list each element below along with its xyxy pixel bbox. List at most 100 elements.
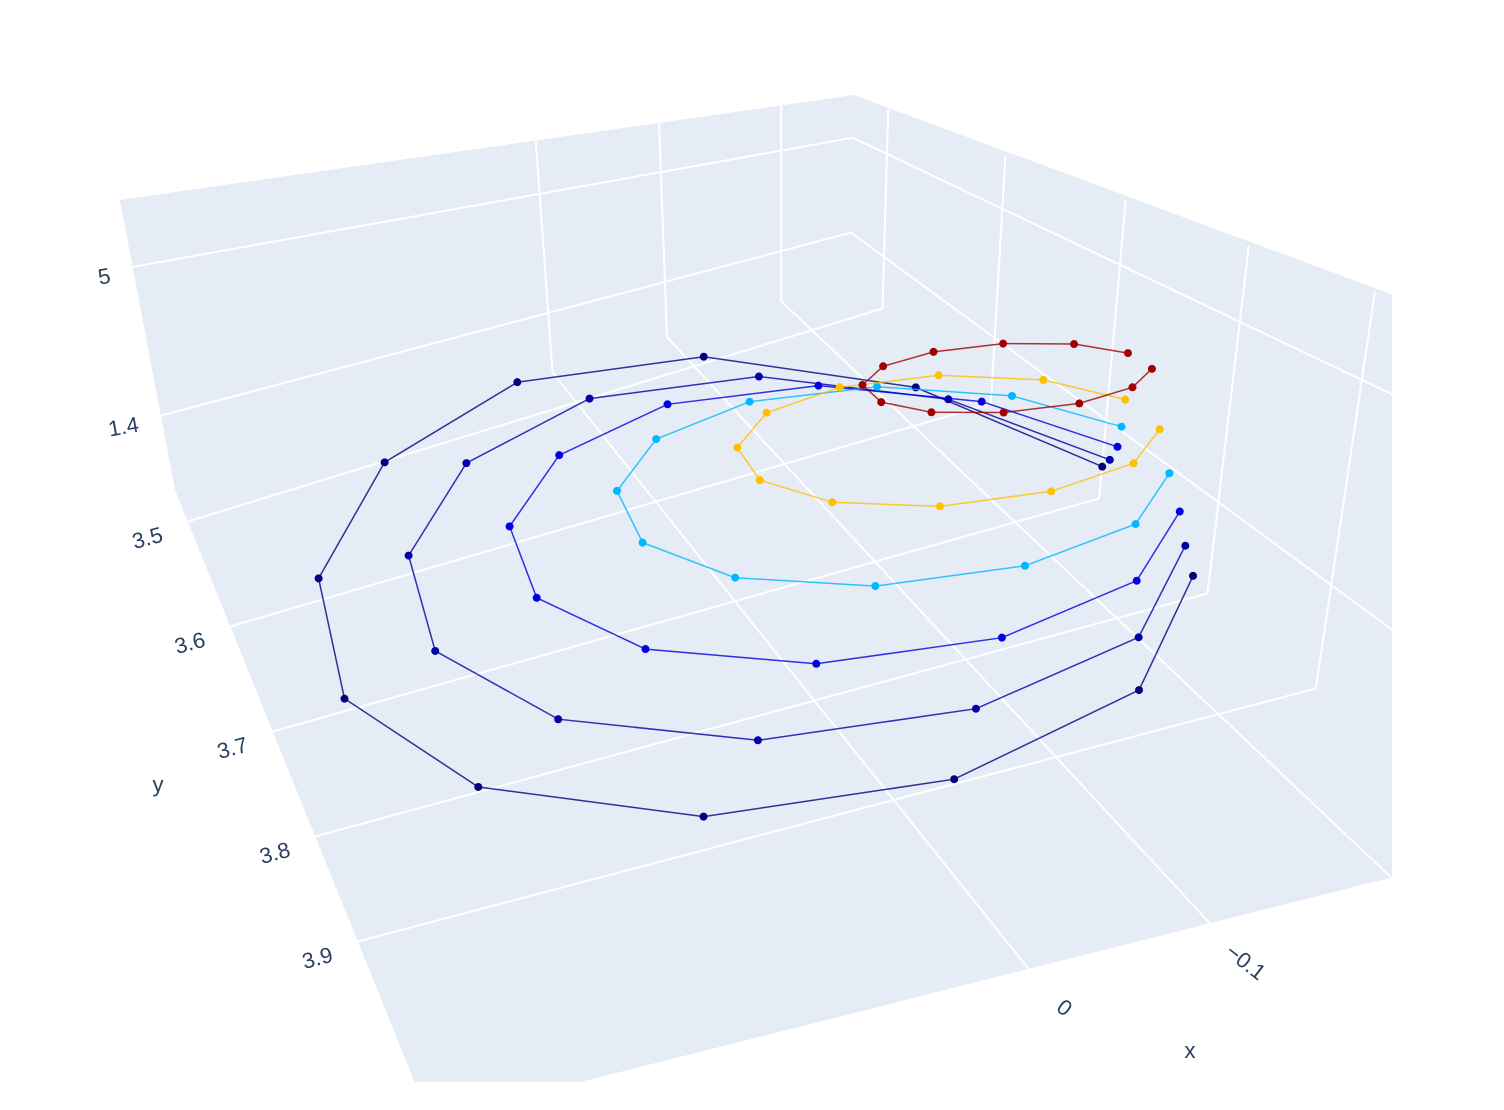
y-tick-label: 3.5 (129, 522, 165, 554)
x-axis-title: x (1185, 1038, 1196, 1063)
point (1129, 459, 1138, 468)
point (532, 593, 541, 602)
x-tick-label: −0.1 (1221, 939, 1271, 985)
grid-line (1314, 291, 1376, 689)
point (934, 371, 943, 380)
trace-line (508, 384, 1181, 665)
point (1181, 541, 1190, 550)
grid-line (229, 402, 992, 628)
point (944, 395, 953, 404)
point (858, 380, 867, 389)
point (731, 573, 740, 582)
point (1155, 425, 1164, 434)
grid-line (187, 307, 883, 523)
point (1098, 462, 1107, 471)
point (641, 645, 650, 654)
z-tick-label: 5 (96, 263, 112, 290)
point (1020, 561, 1029, 570)
point (314, 574, 323, 583)
trace-line (407, 375, 1186, 742)
point (340, 694, 349, 703)
point (431, 646, 440, 655)
point (733, 443, 742, 452)
point (877, 398, 886, 407)
point (950, 775, 959, 784)
point (474, 782, 483, 791)
point (613, 486, 622, 495)
point (1123, 349, 1132, 358)
scene: 0 −0.1 − 3.5 3.6 3.7 3.8 3.9 1.4 5 (96, 95, 1392, 1082)
grid-line (357, 687, 1317, 943)
point (404, 551, 413, 560)
grid-line (534, 141, 554, 373)
point (1117, 422, 1126, 431)
point (812, 659, 821, 668)
point (929, 347, 938, 356)
point (828, 498, 837, 507)
point (755, 476, 764, 485)
point (1105, 455, 1114, 464)
point (814, 381, 823, 390)
point (1070, 340, 1079, 349)
point (753, 736, 762, 745)
point (652, 435, 661, 444)
point (585, 394, 594, 403)
point (762, 408, 771, 417)
grid-line (881, 108, 890, 309)
grid-line (666, 336, 1211, 924)
trace-line (317, 355, 1194, 818)
back-wall (119, 95, 854, 490)
point (1121, 395, 1130, 404)
point (1175, 507, 1184, 516)
grid-line (1206, 246, 1250, 594)
point (380, 458, 389, 467)
floor (175, 280, 1392, 1082)
z-tick-label: 1.4 (106, 412, 140, 442)
grid-line (989, 154, 1007, 404)
point (462, 459, 471, 468)
point (754, 372, 763, 381)
point (1147, 364, 1156, 373)
grid-line (658, 123, 668, 337)
trace-line (861, 342, 1153, 414)
point (1039, 375, 1048, 384)
point (999, 408, 1008, 417)
point (1134, 686, 1143, 695)
y-tick-label: 3.8 (257, 837, 293, 869)
x-tick-label: 0 (1052, 994, 1077, 1021)
point (1189, 571, 1198, 580)
grid-line (272, 497, 1100, 733)
y-tick-label: 3.7 (214, 732, 250, 764)
grid-line (852, 136, 1392, 396)
point (699, 352, 708, 361)
point (873, 382, 882, 391)
point (927, 408, 936, 417)
point (1128, 383, 1137, 392)
trace-line (736, 374, 1161, 508)
point (977, 397, 986, 406)
point (1113, 442, 1122, 451)
point (997, 633, 1006, 642)
point (1165, 469, 1174, 478)
grid-line (314, 592, 1208, 838)
point (879, 362, 888, 371)
y-tick-label: 3.9 (299, 942, 335, 974)
point (513, 378, 522, 387)
point (1132, 576, 1141, 585)
point (999, 339, 1008, 348)
point (1008, 391, 1017, 400)
point (699, 812, 708, 821)
grid-line (132, 136, 854, 268)
point (871, 582, 880, 591)
grid-line (1098, 200, 1127, 499)
grid-line (160, 231, 852, 417)
point (1047, 487, 1056, 496)
y-tick-label: 3.6 (172, 627, 208, 659)
point (638, 538, 647, 547)
point (555, 451, 564, 460)
point (1134, 633, 1143, 642)
trace-line (616, 385, 1171, 587)
point (745, 397, 754, 406)
point (554, 715, 563, 724)
